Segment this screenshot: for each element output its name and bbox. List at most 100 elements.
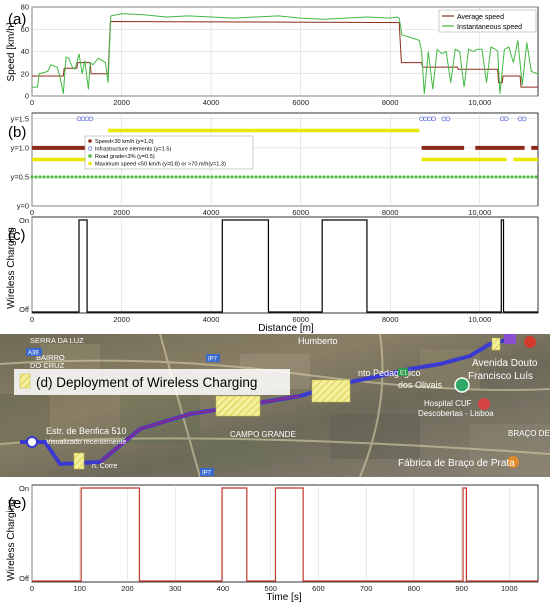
charging-state-line (32, 487, 538, 582)
road-grade-marker (146, 175, 150, 179)
road-grade-marker (238, 175, 242, 179)
x-tick-label: 0 (30, 315, 34, 324)
road-grade-marker (346, 175, 350, 179)
panel-e-ticks: 0 100 200 300 400 500 600 700 800 900 1000 On Off (19, 484, 518, 593)
road-grade-marker (326, 175, 330, 179)
x-tick-label: 10,000 (468, 208, 491, 217)
panel-e-charging-time-chart: 0 100 200 300 400 500 600 700 800 900 1000 On Off (e… (6, 484, 539, 603)
y-tick-label: 20 (21, 69, 29, 78)
road-grade-marker (426, 175, 430, 179)
road-grade-marker (358, 175, 362, 179)
road-badge-a36 (26, 348, 42, 356)
road-grade-marker (322, 175, 326, 179)
road-grade-marker (150, 175, 154, 179)
road-grade-marker (418, 175, 422, 179)
legend-marker-infrastructure (87, 146, 93, 151)
road-grade-marker (174, 175, 178, 179)
road-grade-marker (102, 175, 106, 179)
legend-instantaneous-speed: Instantaneous speed (457, 24, 522, 31)
road-grade-marker (78, 175, 82, 179)
road-grade-marker (318, 175, 322, 179)
map-label-cruz: DO CRUZ (30, 361, 65, 370)
panel-c-ticks: 0 2000 4000 6000 8000 10,000 On Off (19, 216, 491, 324)
infrastructure-marker (503, 116, 509, 122)
panel-b-ticks: 0 2000 4000 6000 8000 10,000 y=0 y=0.5 y=1.0 y=1.… (10, 114, 491, 217)
charging-state-line (32, 219, 538, 313)
panel-a-legend: Average speed Instantaneous speed (438, 9, 537, 33)
infrastructure-marker (88, 116, 94, 122)
road-grade-marker (386, 175, 390, 179)
road-grade-marker (126, 175, 130, 179)
x-tick-label: 2000 (113, 315, 130, 324)
road-grade-marker (274, 175, 278, 179)
road-grade-marker (30, 175, 34, 179)
road-grade-marker (286, 175, 290, 179)
panel-b-label: (b) (8, 124, 26, 141)
map-label-francisco: Francisco Luís (468, 371, 533, 382)
road-grade-marker (314, 175, 318, 179)
panel-e-xlabel: Time [s] (266, 592, 301, 603)
road-grade-marker (462, 175, 466, 179)
road-grade-marker (366, 175, 370, 179)
road-grade-marker (398, 175, 402, 179)
road-grade-marker (194, 175, 198, 179)
road-grade-marker (242, 175, 246, 179)
charging-zone-1 (73, 452, 85, 470)
road-grade-marker (94, 175, 98, 179)
road-grade-marker (134, 175, 138, 179)
road-grade-marker (490, 175, 494, 179)
factory-icon (507, 456, 519, 468)
x-tick-label: 0 (30, 98, 34, 107)
road-grade-marker (118, 175, 122, 179)
legend-marker-grade (88, 154, 92, 158)
road-grade-marker (390, 175, 394, 179)
panel-e-label: (e) (8, 495, 26, 512)
x-tick-label: 900 (455, 584, 468, 593)
road-grade-marker (414, 175, 418, 179)
road-grade-marker (470, 175, 474, 179)
panel-c-ylabel: Wireless Charging (6, 227, 17, 309)
road-grade-marker (222, 175, 226, 179)
road-grade-marker (206, 175, 210, 179)
x-tick-label: 8000 (382, 208, 399, 217)
x-tick-label: 10,000 (468, 315, 491, 324)
road-grade-marker (354, 175, 358, 179)
road-grade-marker (394, 175, 398, 179)
infrastructure-marker (445, 116, 451, 122)
panel-a-speed-chart: 0 2000 4000 6000 8000 10,000 0 20 40 60 80 (a) Spe… (6, 3, 539, 107)
road-grade-marker (534, 175, 538, 179)
map-label-humberto: Humberto (298, 336, 338, 346)
road-grade-marker (254, 175, 258, 179)
map-road-badges: A36 IP7 E1 IP7 (26, 348, 408, 477)
route-end-marker (524, 336, 536, 348)
road-label-ip7: IP7 (208, 357, 218, 363)
road-grade-marker (270, 175, 274, 179)
road-grade-marker (362, 175, 366, 179)
road-grade-marker (42, 175, 46, 179)
panel-d-map: (d) Deployment of Wireless Charging SERR… (0, 334, 550, 477)
panel-b-conditions-chart: 0 2000 4000 6000 8000 10,000 y=0 y=0.5 y=1.0 y=1.… (8, 112, 539, 217)
road-grade-marker (374, 175, 378, 179)
y-tick-label-off: Off (19, 305, 30, 314)
x-tick-label: 1000 (501, 584, 518, 593)
panel-e-grid (31, 485, 510, 582)
road-grade-marker (190, 175, 194, 179)
road-grade-marker (506, 175, 510, 179)
y-tick-label-on: On (19, 216, 29, 225)
road-grade-marker (454, 175, 458, 179)
road-grade-marker (530, 175, 534, 179)
panel-a-ylabel: Speed [km/h] (6, 22, 17, 81)
x-tick-label: 2000 (113, 208, 130, 217)
legend-infrastructure: Infrastructure elements (y=1.5) (95, 147, 171, 153)
panel-c-xlabel: Distance [m] (258, 323, 314, 334)
road-grade-marker (262, 175, 266, 179)
road-grade-marker (142, 175, 146, 179)
road-grade-marker (106, 175, 110, 179)
y-tick-label: y=1.5 (10, 114, 29, 123)
legend-maxspeed: Maximum speed <50 km/h (y=0.8) or >70 m/… (95, 162, 226, 168)
x-tick-label: 2000 (113, 98, 130, 107)
road-grade-marker (218, 175, 222, 179)
x-tick-label: 300 (169, 584, 182, 593)
road-grade-marker (186, 175, 190, 179)
charging-zone-3 (311, 379, 351, 403)
